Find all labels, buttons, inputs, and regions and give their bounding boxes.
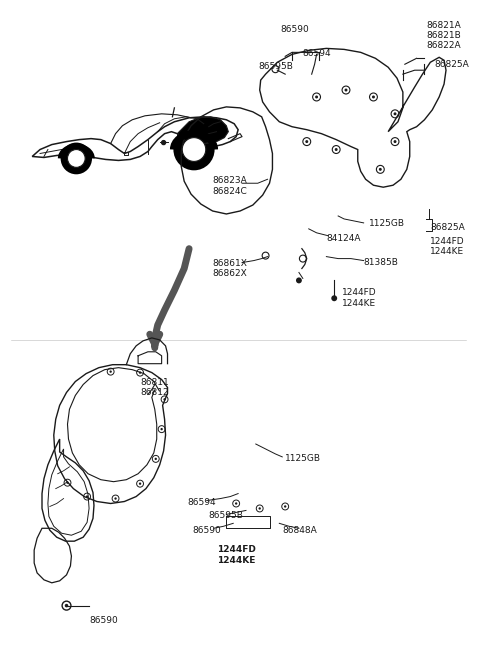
Circle shape	[155, 458, 157, 460]
Circle shape	[60, 143, 92, 174]
Text: 1244FD
1244KE: 1244FD 1244KE	[342, 288, 377, 308]
Circle shape	[305, 140, 308, 143]
Text: 86848A: 86848A	[282, 527, 317, 535]
Text: 86595B: 86595B	[209, 512, 243, 521]
Text: 86590: 86590	[192, 527, 221, 535]
Circle shape	[163, 398, 166, 401]
Circle shape	[182, 138, 206, 161]
Circle shape	[296, 278, 302, 284]
Circle shape	[68, 149, 85, 168]
Circle shape	[379, 168, 382, 171]
Text: 1244FD
1244KE: 1244FD 1244KE	[431, 236, 465, 256]
Text: 86590: 86590	[89, 616, 118, 624]
Text: 86811
86812: 86811 86812	[140, 377, 169, 397]
Circle shape	[331, 295, 337, 301]
Circle shape	[315, 96, 318, 98]
Text: 86861X
86862X: 86861X 86862X	[213, 259, 248, 278]
Text: 84124A: 84124A	[326, 234, 361, 243]
Circle shape	[235, 502, 237, 505]
Text: 86825A: 86825A	[431, 223, 465, 232]
Text: 1125GB: 1125GB	[369, 219, 405, 228]
Text: 86595B: 86595B	[258, 62, 293, 71]
Text: 81385B: 81385B	[364, 257, 398, 267]
Circle shape	[139, 371, 141, 374]
Text: 86590: 86590	[281, 25, 310, 33]
Circle shape	[345, 88, 348, 92]
Text: 86594: 86594	[302, 49, 331, 58]
Circle shape	[284, 505, 287, 508]
Circle shape	[259, 507, 261, 510]
Text: 86594: 86594	[187, 498, 216, 506]
Circle shape	[162, 141, 166, 145]
Text: 86821A
86821B
86822A: 86821A 86821B 86822A	[426, 20, 461, 50]
Polygon shape	[177, 117, 228, 143]
Circle shape	[139, 483, 141, 485]
Circle shape	[394, 113, 396, 115]
Circle shape	[66, 481, 69, 484]
Circle shape	[86, 495, 88, 498]
Circle shape	[372, 96, 375, 98]
Circle shape	[114, 497, 117, 500]
Circle shape	[335, 148, 337, 151]
Circle shape	[394, 140, 396, 143]
Text: 86825A: 86825A	[434, 60, 469, 69]
Circle shape	[109, 371, 112, 373]
Text: 1244FD
1244KE: 1244FD 1244KE	[217, 545, 256, 565]
Text: 1125GB: 1125GB	[285, 454, 321, 463]
Circle shape	[65, 604, 68, 607]
Circle shape	[160, 428, 163, 430]
Text: 86823A
86824C: 86823A 86824C	[213, 176, 247, 196]
Circle shape	[173, 128, 215, 170]
